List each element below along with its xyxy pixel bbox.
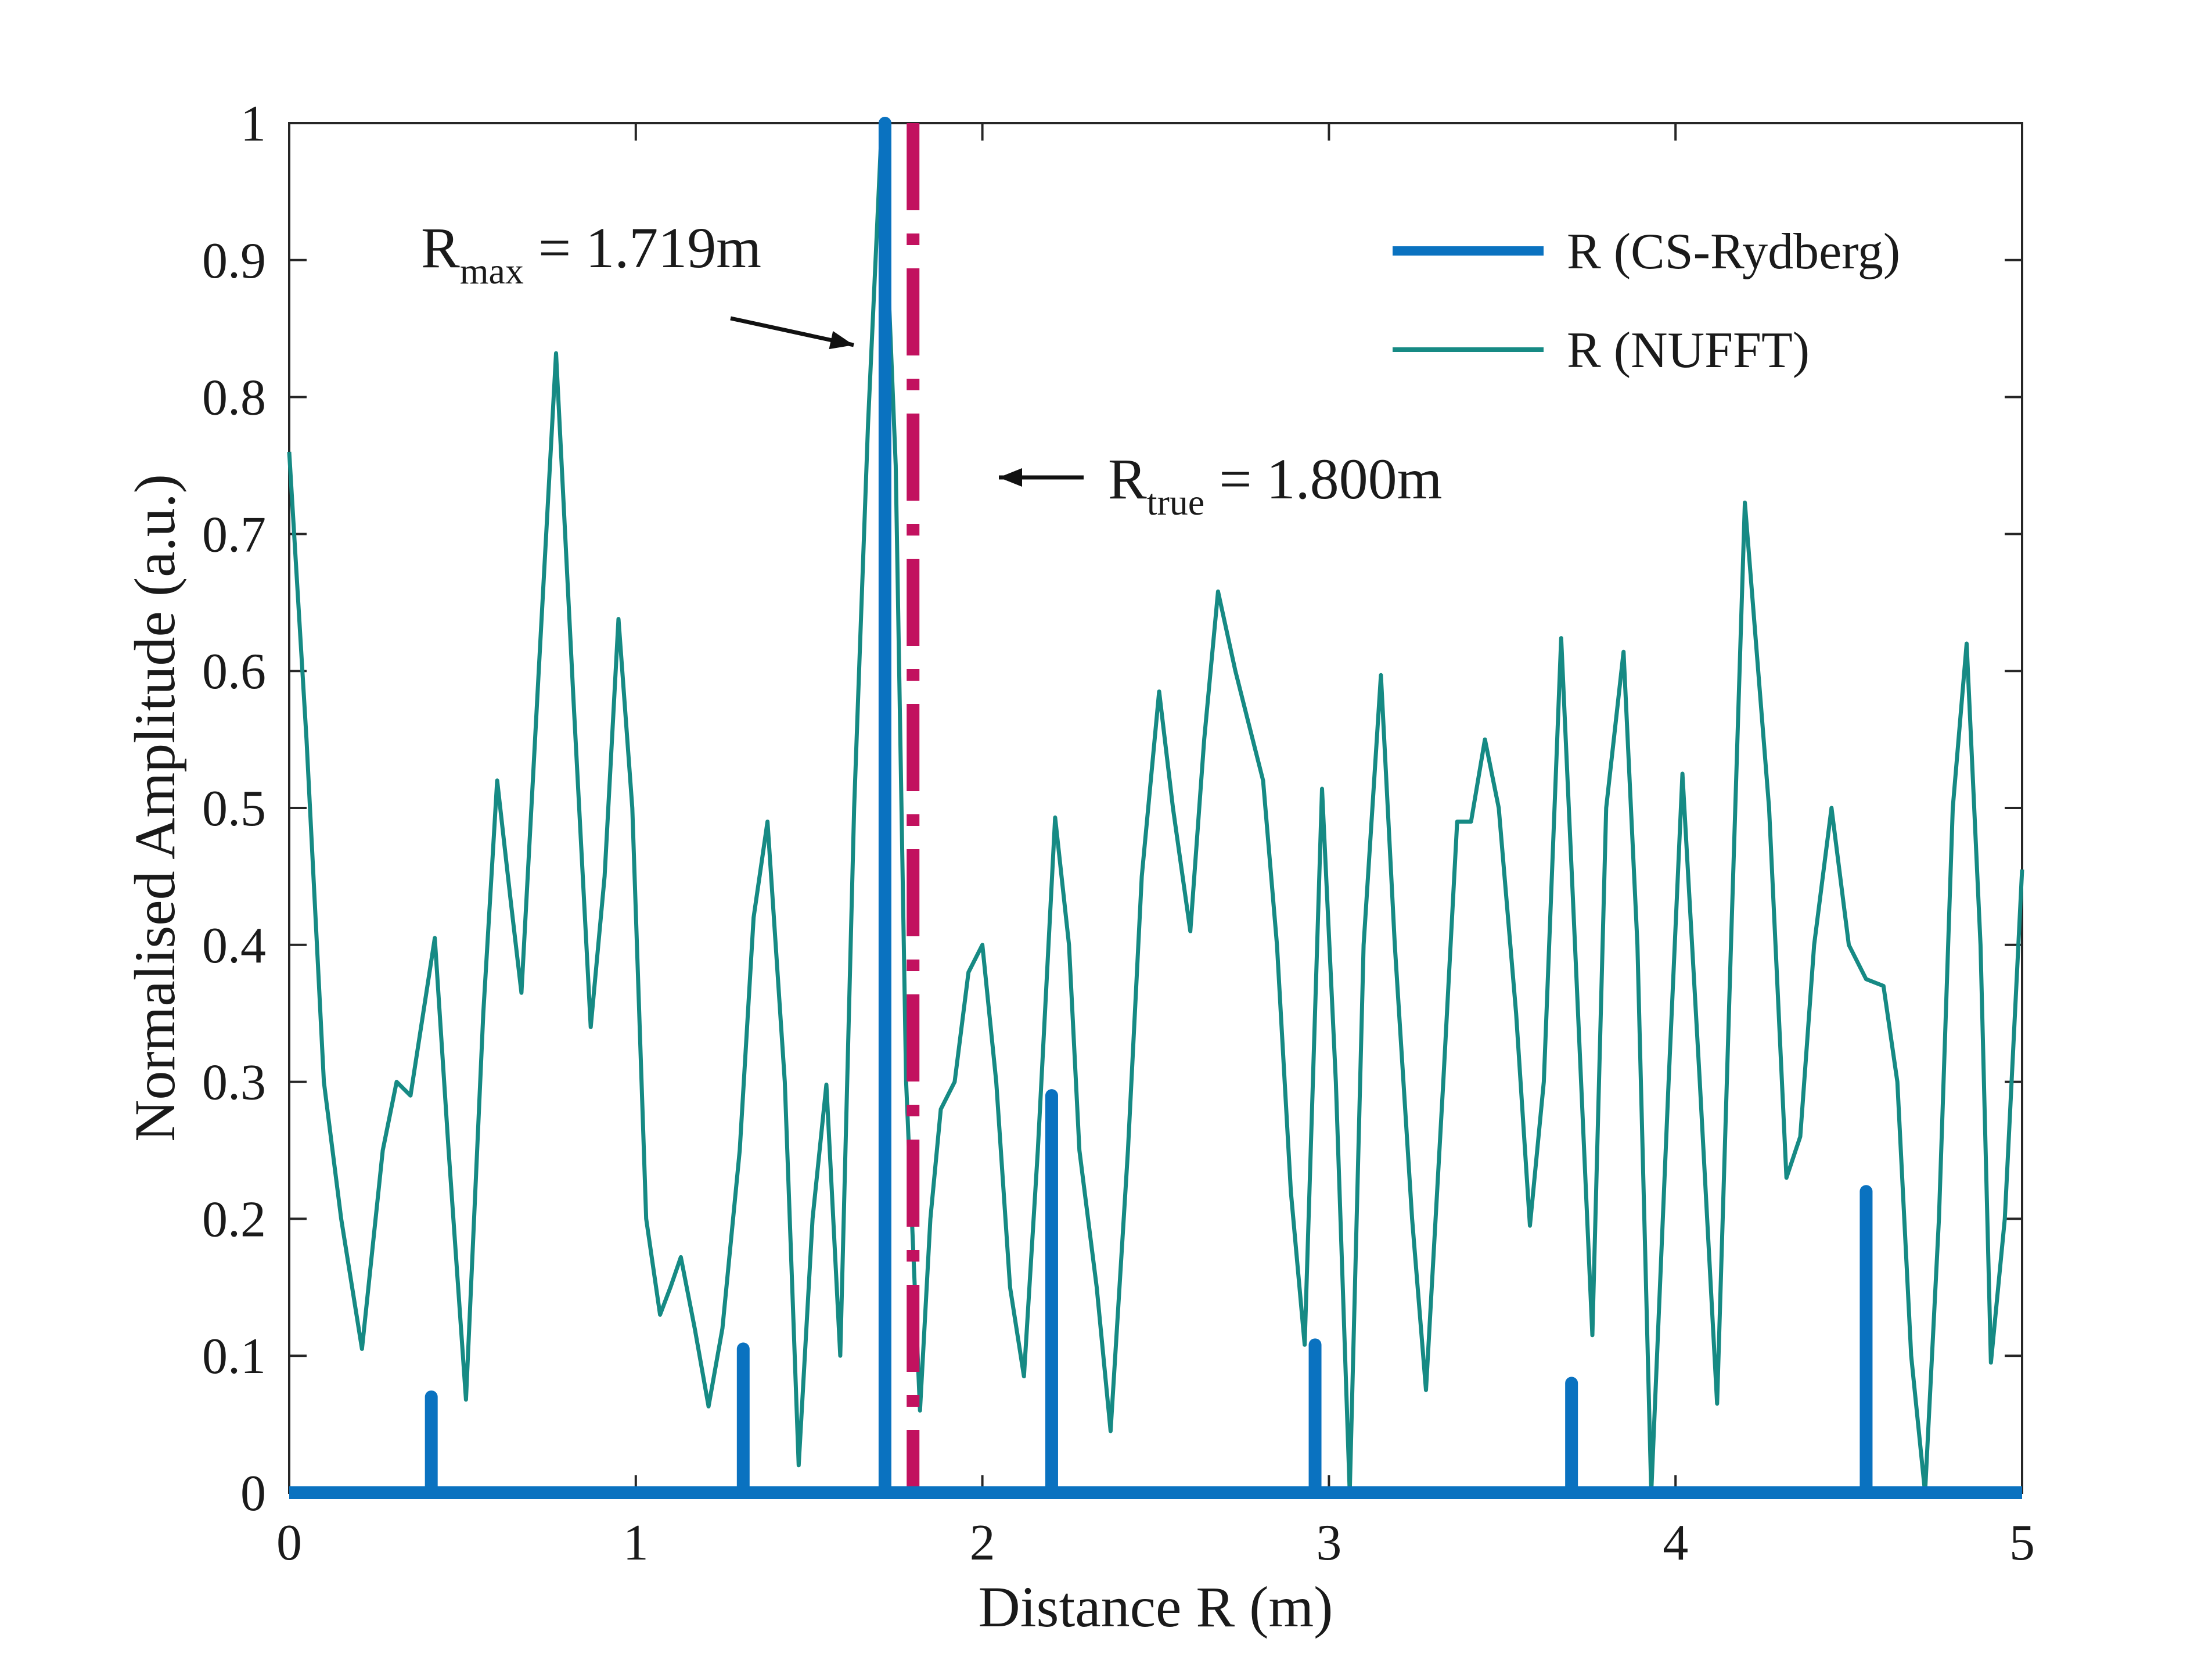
y-tick-label: 1 [240,96,266,152]
annotation-rmax-value: = 1.719m [524,215,761,280]
y-axis-label: Normalised Amplitude (a.u.) [123,474,187,1142]
y-tick-label: 0.6 [202,644,266,700]
y-tick-label: 0.3 [202,1055,266,1111]
annotation-rmax: Rmax = 1.719m [421,215,761,292]
x-tick-label: 1 [623,1515,649,1571]
legend: R (CS-Rydberg) R (NUFFT) [1393,224,1900,379]
annotation-rtrue-arrow [999,468,1084,487]
x-tick-label: 3 [1316,1515,1341,1571]
annotation-rtrue: Rtrue = 1.800m [1108,447,1442,523]
legend-nufft-label: R (NUFFT) [1567,322,1810,379]
y-tick-label: 0.5 [202,781,266,837]
y-tick-label: 0.8 [202,370,266,426]
x-tick-label: 5 [2009,1515,2035,1571]
y-tick-label: 0.2 [202,1191,266,1248]
annotation-rmax-arrow-head [829,330,854,350]
x-tick-label: 0 [276,1515,302,1571]
y-tick-label: 0.1 [202,1328,266,1385]
annotation-rtrue-value: = 1.800m [1204,447,1442,511]
x-tick-label: 4 [1663,1515,1688,1571]
x-tick-label: 2 [970,1515,995,1571]
legend-cs-label: R (CS-Rydberg) [1567,224,1900,280]
y-tick-label: 0.7 [202,506,266,563]
y-tick-label: 0.9 [202,233,266,289]
annotation-rmax-arrow [730,316,854,350]
annotation-rtrue-sub: true [1147,482,1205,523]
annotation-rmax-main: R [421,215,460,280]
x-axis-label: Distance R (m) [979,1575,1333,1639]
y-tick-label: 0.4 [202,918,266,974]
annotation-rtrue-main: R [1108,447,1147,511]
annotation-rmax-sub: max [460,250,524,292]
series-nufft-line [287,121,2024,1495]
y-tick-label: 0 [240,1465,266,1522]
annotation-rtrue-arrow-head [999,468,1022,487]
